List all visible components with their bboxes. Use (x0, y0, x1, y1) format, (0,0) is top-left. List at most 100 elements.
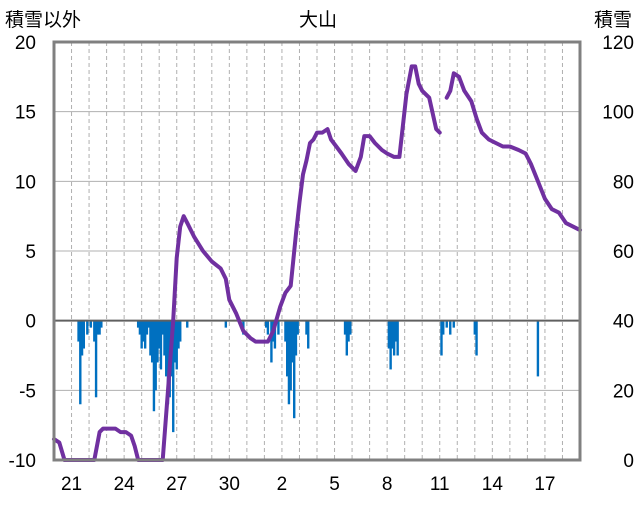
right-tick-label: 60 (613, 242, 634, 263)
bar (475, 320, 478, 356)
bar (79, 320, 82, 405)
bar (473, 320, 476, 335)
x-tick-label: 5 (329, 474, 340, 495)
bar (440, 320, 443, 356)
bar (175, 320, 178, 370)
bar (158, 320, 161, 349)
bar (307, 320, 310, 349)
right-tick-label: 120 (602, 33, 634, 54)
bar (93, 320, 96, 342)
bar (294, 320, 298, 356)
left-axis-ticks: 20 15 10 5 0 -5 -10 (9, 33, 36, 472)
left-axis-title: 積雪以外 (5, 9, 81, 31)
left-tick-label: 0 (25, 312, 36, 333)
plot-frame (52, 40, 582, 462)
bar (287, 320, 291, 405)
bar (82, 320, 86, 349)
bar (138, 320, 142, 335)
bar (442, 320, 445, 335)
right-tick-label: 40 (613, 312, 634, 333)
bar (345, 320, 349, 356)
horizontal-gridlines (54, 111, 580, 391)
bar (264, 320, 268, 328)
bar (145, 320, 149, 335)
bar (394, 320, 398, 342)
bar (396, 320, 399, 356)
bar (98, 320, 101, 335)
left-tick-label: 15 (15, 103, 36, 124)
bar (452, 320, 455, 328)
bar (140, 320, 143, 349)
bar (159, 320, 163, 370)
bar (86, 320, 89, 335)
bar (289, 320, 292, 391)
bar (273, 320, 277, 349)
bar (142, 320, 145, 342)
bar (100, 320, 103, 328)
bar (387, 320, 391, 349)
right-tick-label: 80 (613, 172, 634, 193)
right-axis-title: 積雪 (594, 9, 632, 31)
bar (150, 320, 154, 363)
bar (163, 320, 166, 356)
bar (173, 320, 177, 363)
bar (143, 320, 147, 349)
left-tick-label: -5 (19, 381, 36, 402)
bar (270, 320, 273, 363)
bar (179, 320, 182, 342)
bar (156, 320, 159, 363)
snow-depth-line (444, 71, 582, 233)
line-series (52, 64, 582, 462)
bar (149, 320, 152, 356)
bar (224, 320, 228, 328)
bar (349, 320, 352, 335)
chart-title: 大山 (299, 9, 337, 31)
bar (296, 320, 299, 335)
bar (80, 320, 84, 356)
bar (186, 320, 189, 328)
x-tick-label: 2 (277, 474, 288, 495)
left-tick-label: 5 (25, 242, 36, 263)
bar (445, 320, 448, 328)
bar (154, 320, 157, 391)
left-tick-label: 10 (15, 172, 36, 193)
bar (96, 320, 100, 335)
bar (291, 320, 294, 363)
bar (391, 320, 394, 349)
bar-series (77, 320, 540, 433)
right-axis-ticks: 120 100 80 60 40 20 0 (602, 33, 634, 472)
x-tick-label: 17 (534, 474, 555, 495)
bar (347, 320, 350, 342)
bar (277, 320, 280, 335)
bar (177, 320, 180, 349)
x-tick-label: 24 (114, 474, 136, 495)
x-tick-label: 30 (219, 474, 240, 495)
right-tick-label: 100 (602, 103, 634, 124)
right-tick-label: 20 (613, 381, 634, 402)
bar (343, 320, 347, 335)
bar (449, 320, 452, 335)
bar (147, 320, 150, 328)
bar (165, 320, 168, 377)
bar (94, 320, 98, 398)
x-tick-label: 21 (61, 474, 82, 495)
bar (389, 320, 392, 370)
x-tick-label: 8 (382, 474, 393, 495)
bar (266, 320, 270, 335)
snow-depth-line (52, 64, 442, 462)
bar (284, 320, 287, 342)
bar (166, 320, 170, 405)
bar (77, 320, 80, 342)
left-tick-label: -10 (9, 451, 36, 472)
x-axis-ticks: 21 24 27 30 2 5 8 11 14 17 (61, 474, 556, 495)
x-tick-label: 14 (482, 474, 504, 495)
bar (89, 320, 93, 328)
x-tick-label: 27 (166, 474, 187, 495)
bar (293, 320, 296, 419)
bar (161, 320, 164, 335)
left-tick-label: 20 (15, 33, 36, 54)
bar (305, 320, 308, 335)
x-tick-label: 11 (430, 474, 450, 495)
bar (172, 320, 175, 433)
